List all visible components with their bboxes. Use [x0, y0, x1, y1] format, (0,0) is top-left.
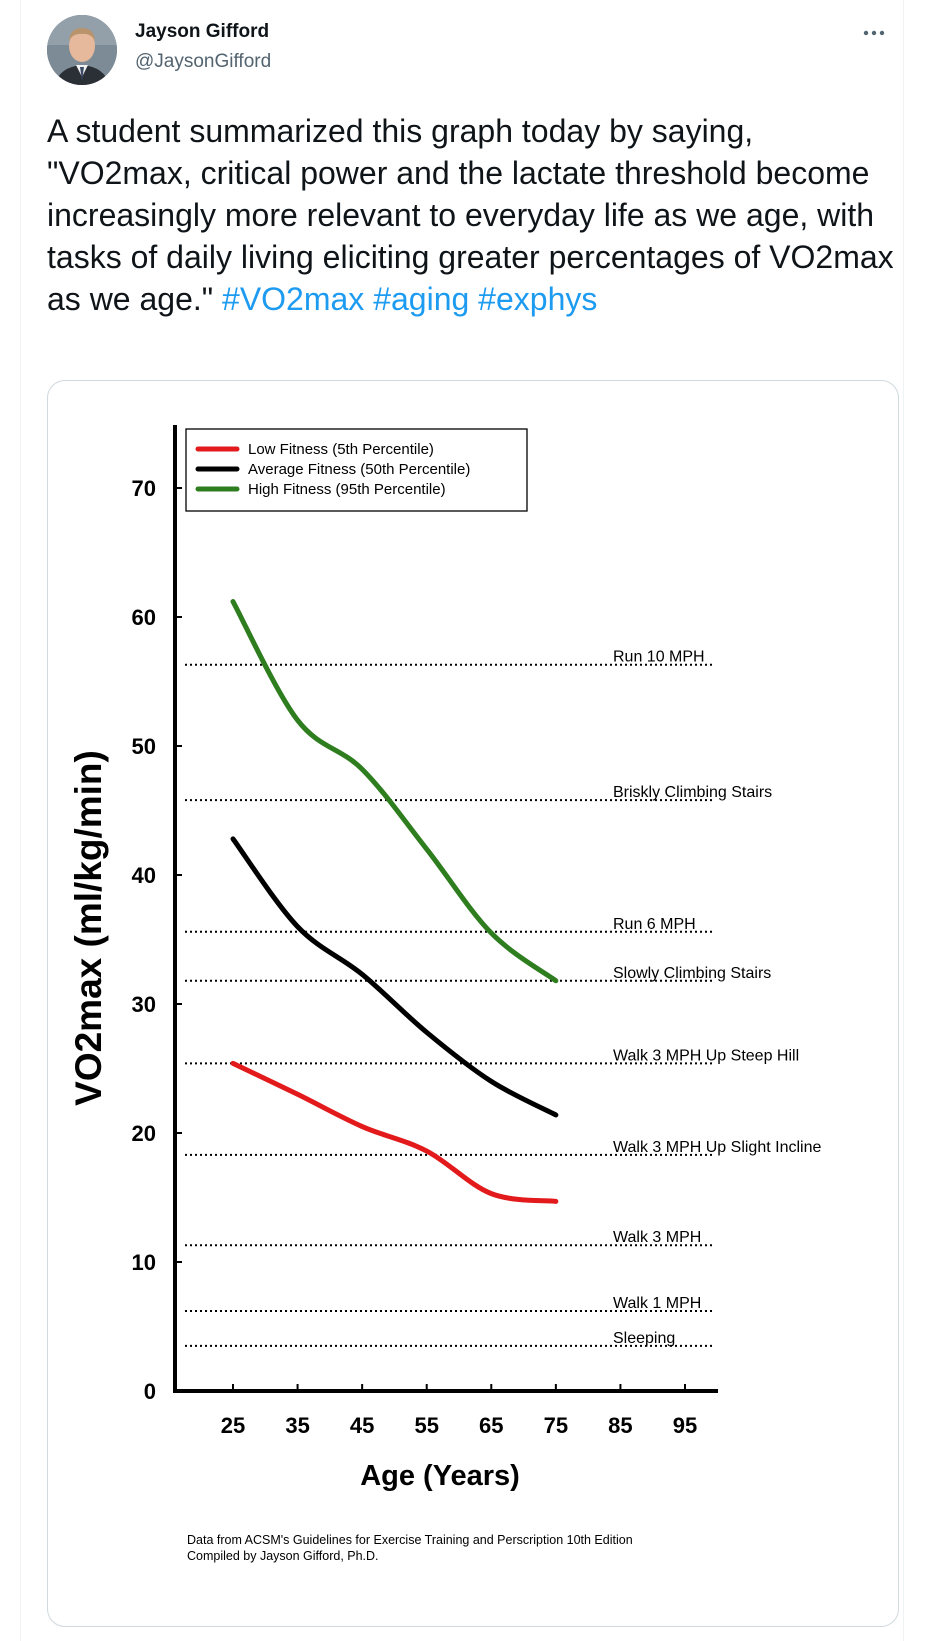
hashtag-aging[interactable]: #aging	[373, 281, 470, 317]
hashtag-exphys[interactable]: #exphys	[478, 281, 598, 317]
y-tick-label: 10	[132, 1250, 156, 1275]
y-tick-label: 0	[144, 1379, 156, 1404]
author-name[interactable]: Jayson Gifford	[135, 21, 270, 42]
tweet-media[interactable]: Run 10 MPH Briskly Climbing Stairs Run 6 M…	[47, 380, 899, 1627]
author-handle[interactable]: @JaysonGifford	[135, 51, 272, 72]
vo2max-chart: Run 10 MPH Briskly Climbing Stairs Run 6 M…	[68, 425, 821, 1563]
reference-line-label: Briskly Climbing Stairs	[613, 784, 772, 801]
high-fitness-line	[230, 599, 559, 984]
reference-line-label: Walk 1 MPH	[613, 1295, 701, 1312]
legend-entry: High Fitness (95th Percentile)	[248, 481, 446, 498]
x-tick-label: 75	[544, 1413, 568, 1438]
footnote-line-2: Compiled by Jayson Gifford, Ph.D.	[187, 1549, 379, 1563]
reference-line-label: Walk 3 MPH	[613, 1229, 701, 1246]
hashtag-vo2max[interactable]: #VO2max	[222, 281, 365, 317]
x-tick-label: 65	[479, 1413, 503, 1438]
more-options-button[interactable]	[860, 18, 890, 48]
x-tick-label: 25	[221, 1413, 245, 1438]
reference-line-label: Walk 3 MPH Up Slight Incline	[613, 1139, 821, 1156]
y-tick-label: 60	[132, 605, 156, 630]
y-tick-label: 20	[132, 1121, 156, 1146]
y-axis-label: VO2max (ml/kg/min)	[68, 750, 109, 1106]
tweet-body: A student summarized this graph today by…	[47, 113, 894, 317]
author-avatar[interactable]	[47, 15, 117, 85]
y-tick-label: 50	[132, 734, 156, 759]
tweet-text: A student summarized this graph today by…	[47, 110, 897, 320]
x-tick-label: 35	[285, 1413, 309, 1438]
y-tick-label: 40	[132, 863, 156, 888]
y-tick-label: 30	[132, 992, 156, 1017]
x-tick-label: 45	[350, 1413, 374, 1438]
person-portrait-icon	[47, 15, 117, 85]
legend-entry: Low Fitness (5th Percentile)	[248, 441, 434, 458]
tweet-card	[20, 0, 904, 1641]
legend-entry: Average Fitness (50th Percentile)	[248, 461, 470, 478]
footnote-line-1: Data from ACSM's Guidelines for Exercise…	[187, 1533, 633, 1547]
average-fitness-line	[230, 836, 559, 1118]
x-axis-label: Age (Years)	[360, 1460, 520, 1492]
x-tick-label: 55	[414, 1413, 438, 1438]
low-fitness-line	[230, 1060, 559, 1204]
reference-line-label: Run 10 MPH	[613, 649, 705, 666]
chart-legend: Low Fitness (5th Percentile) Average Fitn…	[185, 428, 528, 512]
y-tick-label: 70	[132, 476, 156, 501]
x-tick-label: 95	[673, 1413, 697, 1438]
reference-line-label: Walk 3 MPH Up Steep Hill	[613, 1047, 799, 1064]
more-dots-icon	[863, 30, 885, 36]
reference-line-label: Run 6 MPH	[613, 916, 696, 933]
reference-line-label: Slowly Climbing Stairs	[613, 965, 771, 982]
x-tick-label: 85	[608, 1413, 632, 1438]
reference-line-label: Sleeping	[613, 1330, 675, 1347]
